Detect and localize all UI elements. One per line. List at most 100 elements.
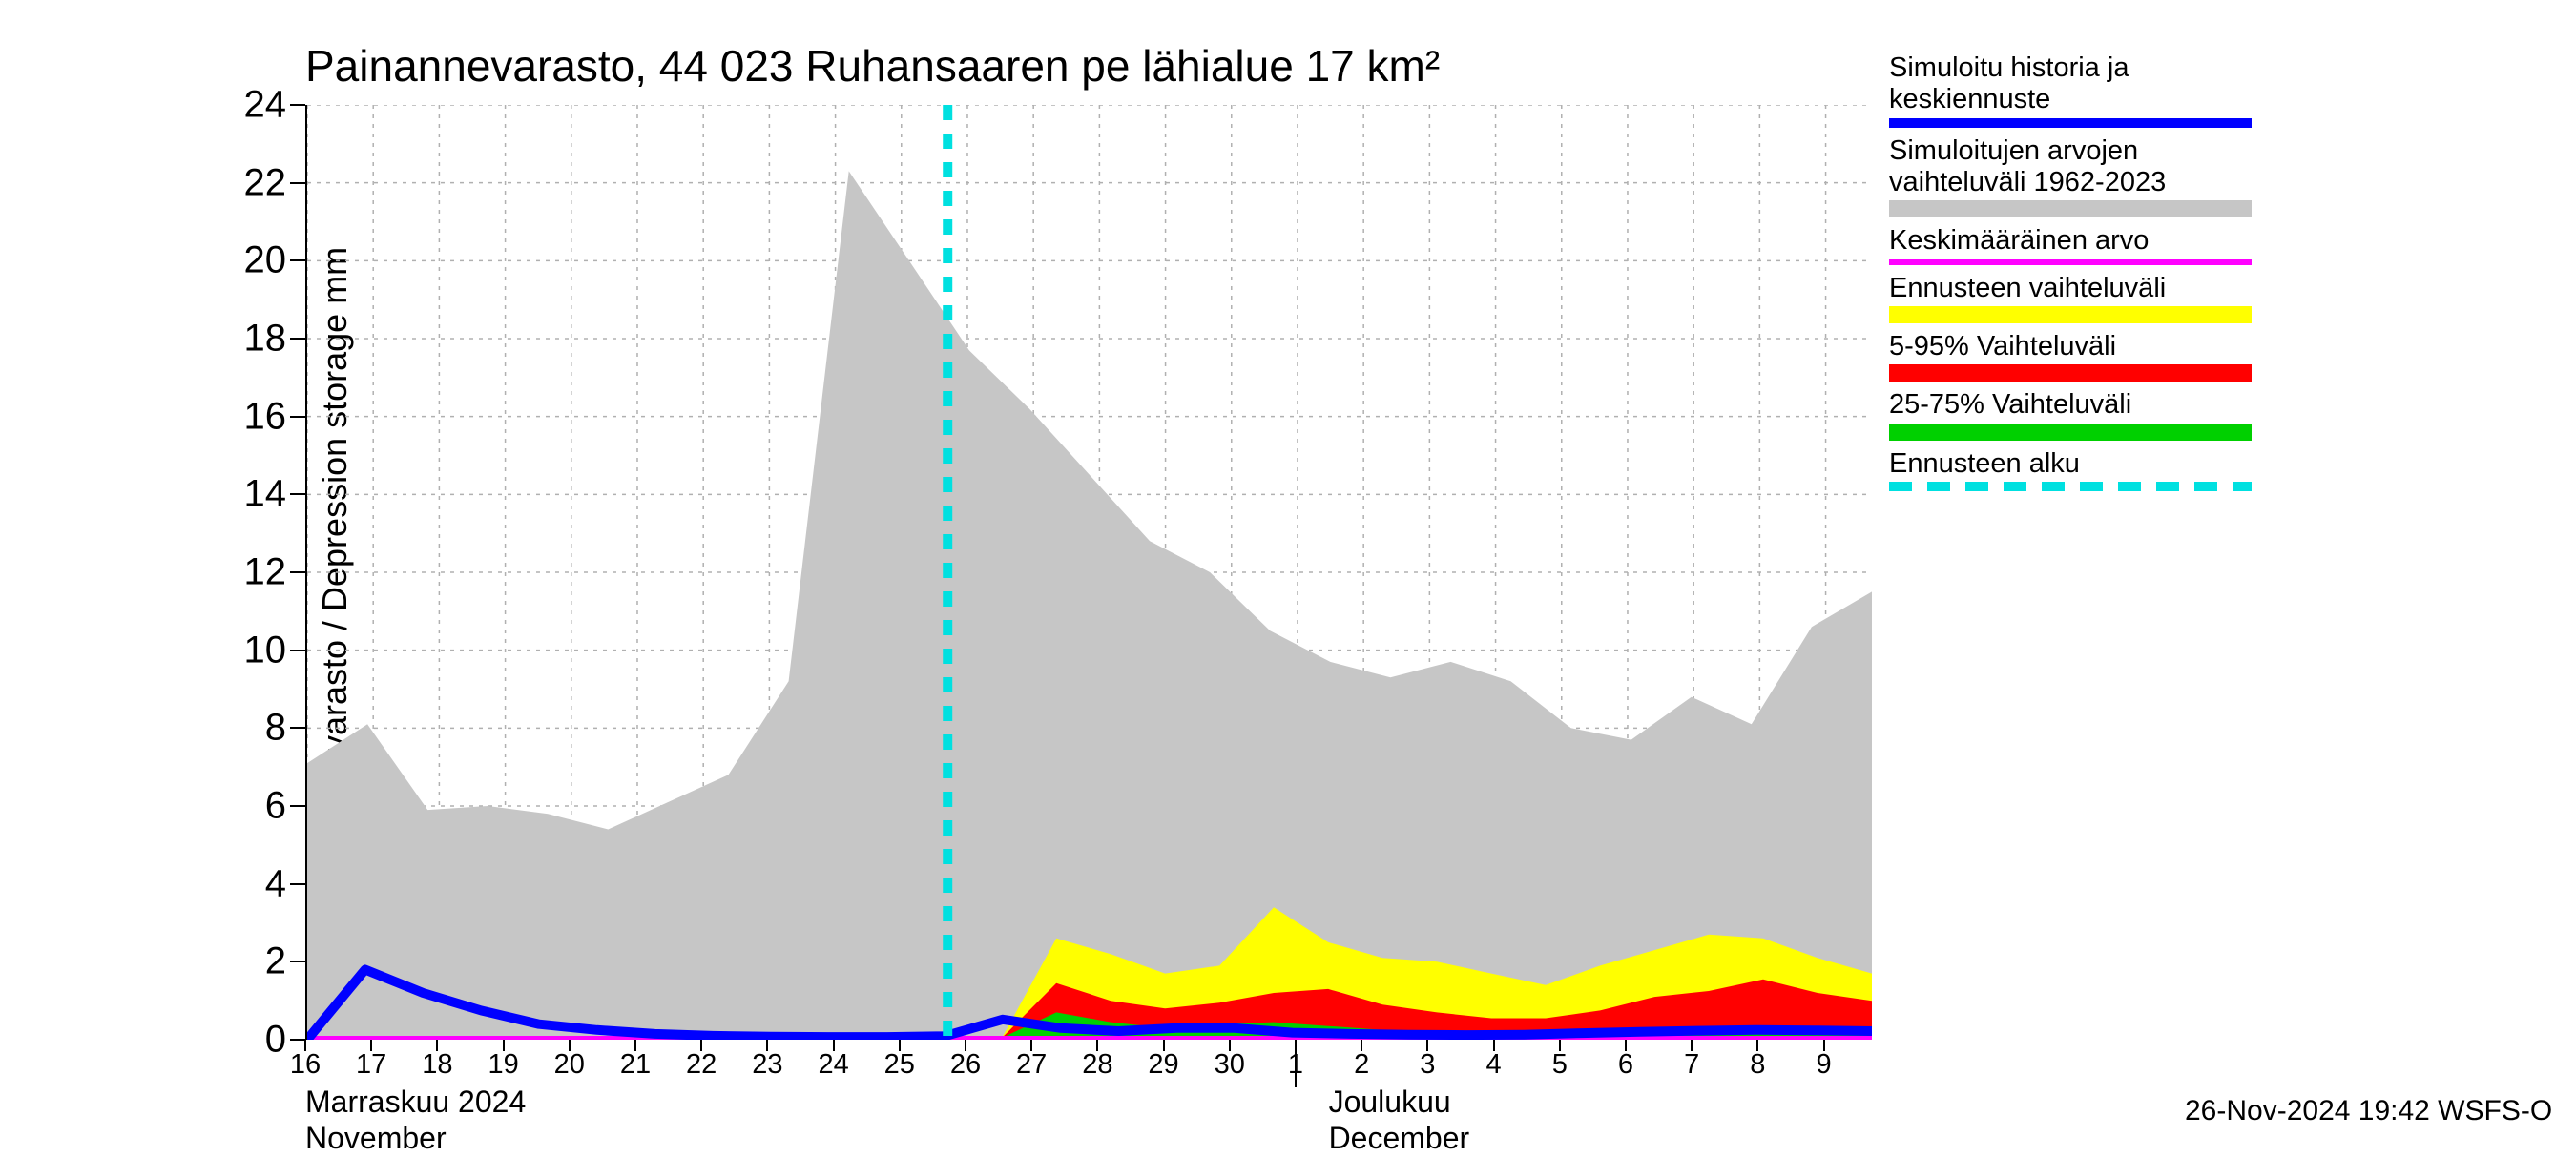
x-tick-mark — [634, 1040, 636, 1051]
x-tick-mark — [370, 1040, 372, 1051]
legend-swatch — [1889, 200, 2252, 217]
x-tick-mark — [700, 1040, 702, 1051]
x-tick-label: 28 — [1082, 1049, 1112, 1081]
legend-label: 5-95% Vaihteluväli — [1889, 331, 2252, 362]
y-tick-label: 20 — [210, 239, 286, 282]
legend-item: 25-75% Vaihteluväli — [1889, 389, 2252, 440]
x-tick-mark — [1756, 1040, 1758, 1051]
legend-swatch — [1889, 118, 2252, 128]
legend-swatch — [1889, 259, 2252, 265]
y-tick-label: 14 — [210, 473, 286, 516]
y-tick-label: 4 — [210, 862, 286, 905]
x-tick-mark — [1823, 1040, 1825, 1051]
legend-item: Simuloitujen arvojenvaihteluväli 1962-20… — [1889, 135, 2252, 218]
x-tick-label: 27 — [1016, 1049, 1047, 1081]
legend-swatch — [1889, 364, 2252, 382]
x-tick-label: 8 — [1750, 1049, 1765, 1081]
x-tick-label: 16 — [290, 1049, 321, 1081]
x-tick-mark — [1030, 1040, 1032, 1051]
x-tick-label: 17 — [356, 1049, 386, 1081]
x-tick-label: 6 — [1618, 1049, 1633, 1081]
legend-label: Simuloitujen arvojenvaihteluväli 1962-20… — [1889, 135, 2252, 199]
y-tick-mark — [290, 727, 305, 729]
x-tick-label: 5 — [1552, 1049, 1568, 1081]
y-tick-mark — [290, 571, 305, 573]
x-tick-label: 20 — [554, 1049, 585, 1081]
legend-item: Ennusteen vaihteluväli — [1889, 273, 2252, 323]
y-tick-mark — [290, 961, 305, 962]
legend: Simuloitu historia jakeskiennuste Simuloi… — [1889, 52, 2252, 499]
legend-swatch — [1889, 306, 2252, 323]
timestamp-label: 26-Nov-2024 19:42 WSFS-O — [2185, 1095, 2552, 1127]
y-tick-label: 16 — [210, 395, 286, 438]
x-tick-label: 23 — [752, 1049, 782, 1081]
x-tick-label: 19 — [488, 1049, 518, 1081]
y-tick-mark — [290, 650, 305, 651]
legend-label: Simuloitu historia jakeskiennuste — [1889, 52, 2252, 116]
y-tick-label: 18 — [210, 318, 286, 361]
x-tick-mark — [1559, 1040, 1561, 1051]
month-label: Marraskuu 2024November — [305, 1084, 526, 1157]
x-tick-mark — [1493, 1040, 1495, 1051]
plot-svg — [307, 105, 1872, 1040]
x-tick-label: 9 — [1816, 1049, 1831, 1081]
x-tick-label: 26 — [950, 1049, 981, 1081]
y-tick-mark — [290, 1039, 305, 1041]
x-tick-mark — [569, 1040, 571, 1051]
x-tick-mark — [899, 1040, 901, 1051]
y-tick-mark — [290, 883, 305, 885]
legend-label: Ennusteen alku — [1889, 448, 2252, 480]
x-tick-mark — [965, 1040, 966, 1051]
x-tick-label: 25 — [884, 1049, 915, 1081]
y-tick-mark — [290, 182, 305, 184]
y-tick-mark — [290, 493, 305, 495]
y-tick-label: 8 — [210, 707, 286, 750]
x-tick-mark — [1625, 1040, 1627, 1051]
legend-item: Simuloitu historia jakeskiennuste — [1889, 52, 2252, 128]
y-tick-label: 22 — [210, 161, 286, 204]
x-tick-mark — [766, 1040, 768, 1051]
plot-area — [305, 105, 1870, 1040]
x-tick-label: 7 — [1684, 1049, 1699, 1081]
month-divider — [1295, 1040, 1297, 1087]
x-tick-mark — [304, 1040, 306, 1051]
month-label: JoulukuuDecember — [1329, 1084, 1470, 1157]
y-tick-mark — [290, 104, 305, 106]
y-tick-label: 10 — [210, 629, 286, 671]
x-tick-label: 30 — [1215, 1049, 1245, 1081]
x-tick-label: 2 — [1354, 1049, 1369, 1081]
x-tick-mark — [1229, 1040, 1231, 1051]
y-tick-mark — [290, 338, 305, 340]
legend-swatch — [1889, 482, 2252, 491]
x-tick-mark — [436, 1040, 438, 1051]
x-tick-mark — [503, 1040, 505, 1051]
x-tick-label: 21 — [620, 1049, 651, 1081]
x-tick-label: 18 — [422, 1049, 452, 1081]
chart-title: Painannevarasto, 44 023 Ruhansaaren pe l… — [305, 40, 1440, 92]
x-tick-mark — [1163, 1040, 1165, 1051]
x-tick-label: 4 — [1485, 1049, 1501, 1081]
x-tick-label: 29 — [1148, 1049, 1178, 1081]
y-tick-mark — [290, 259, 305, 261]
y-tick-label: 12 — [210, 551, 286, 594]
x-tick-label: 24 — [818, 1049, 848, 1081]
legend-item: Ennusteen alku — [1889, 448, 2252, 491]
x-tick-mark — [833, 1040, 835, 1051]
legend-item: Keskimääräinen arvo — [1889, 225, 2252, 264]
x-tick-label: 3 — [1420, 1049, 1435, 1081]
x-tick-mark — [1361, 1040, 1362, 1051]
y-tick-label: 0 — [210, 1019, 286, 1062]
legend-label: 25-75% Vaihteluväli — [1889, 389, 2252, 421]
y-tick-label: 2 — [210, 940, 286, 983]
x-tick-mark — [1691, 1040, 1693, 1051]
hist-range-band — [307, 171, 1872, 1040]
x-tick-mark — [1426, 1040, 1428, 1051]
y-tick-mark — [290, 805, 305, 807]
x-tick-label: 22 — [686, 1049, 717, 1081]
legend-swatch — [1889, 424, 2252, 441]
x-tick-mark — [1096, 1040, 1098, 1051]
y-tick-mark — [290, 416, 305, 418]
y-tick-label: 24 — [210, 84, 286, 127]
legend-label: Ennusteen vaihteluväli — [1889, 273, 2252, 304]
y-tick-label: 6 — [210, 785, 286, 828]
